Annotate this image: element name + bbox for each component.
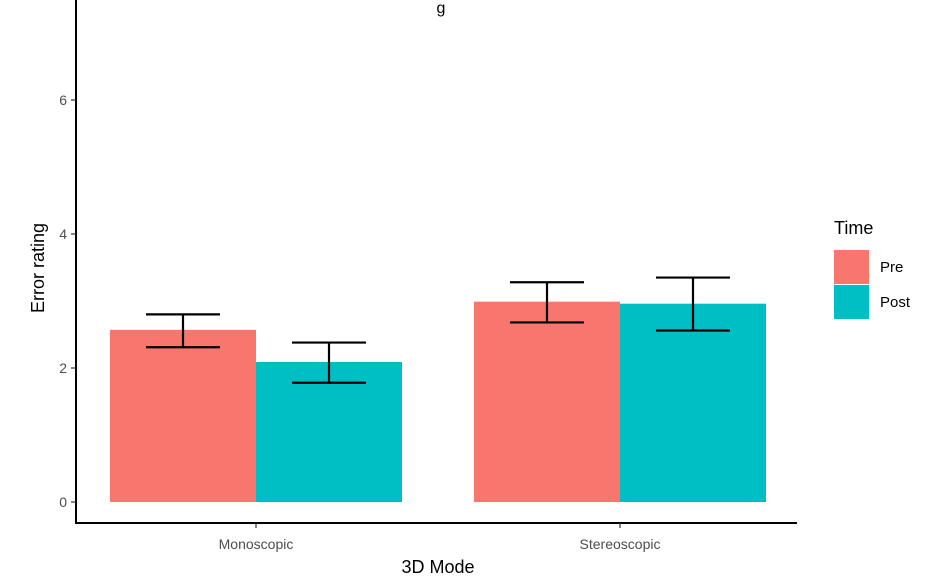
bar-pre-stereoscopic bbox=[474, 301, 620, 502]
y-tick-label: 6 bbox=[59, 92, 67, 108]
legend-label-pre: Pre bbox=[880, 259, 903, 276]
y-tick-label: 4 bbox=[59, 226, 67, 242]
legend-label-post: Post bbox=[880, 294, 911, 311]
y-tick-label: 0 bbox=[59, 494, 67, 510]
legend: Time Pre Post bbox=[834, 218, 911, 319]
bar-post-stereoscopic bbox=[620, 303, 766, 502]
error-bar-post-monoscopic bbox=[292, 341, 366, 384]
x-tick-label: Monoscopic bbox=[219, 536, 294, 552]
error-bar-pre-stereoscopic bbox=[510, 281, 584, 324]
legend-title: Time bbox=[834, 218, 873, 238]
chart-title: g bbox=[437, 0, 446, 17]
legend-swatch-post bbox=[834, 285, 869, 319]
x-axis-title: 3D Mode bbox=[401, 557, 474, 577]
bar-post-monoscopic bbox=[256, 361, 402, 502]
error-bars-group bbox=[146, 276, 730, 384]
bar-pre-monoscopic bbox=[110, 329, 256, 502]
error-bar-pre-monoscopic bbox=[146, 313, 220, 349]
axes-group bbox=[75, 0, 797, 524]
y-tick-label: 2 bbox=[59, 360, 67, 376]
x-ticks-group: Monoscopic Stereoscopic bbox=[219, 523, 661, 552]
x-tick-label: Stereoscopic bbox=[580, 536, 661, 552]
bars-group bbox=[110, 301, 766, 502]
y-axis-title: Error rating bbox=[28, 223, 48, 313]
legend-swatch-pre bbox=[834, 250, 869, 284]
y-ticks-group: 0 2 4 6 bbox=[59, 92, 76, 510]
error-bar-post-stereoscopic bbox=[656, 276, 730, 332]
